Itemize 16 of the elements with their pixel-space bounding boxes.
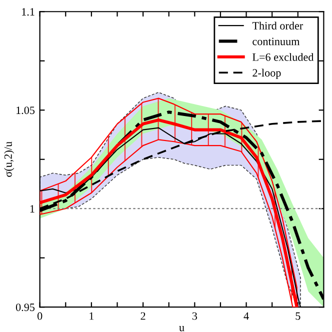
y-tick-label: 1.05 xyxy=(16,106,35,114)
x-tick-label: 5 xyxy=(296,312,300,320)
x-axis-title: u xyxy=(179,326,184,332)
x-tick-label: 3 xyxy=(192,312,198,320)
x-tick-label: 0 xyxy=(37,312,42,320)
y-tick-label: 1.1 xyxy=(22,8,34,16)
y-tick-label: 1 xyxy=(30,205,34,212)
x-tick-label: 1 xyxy=(90,312,94,320)
y-axis-title: σ(u,2)/u xyxy=(4,142,14,177)
x-tick-label: 4 xyxy=(244,312,249,320)
x-tick-label: 2 xyxy=(140,312,146,320)
y-tick-label: 0.95 xyxy=(16,304,35,312)
legend-label: L=6 excluded xyxy=(252,53,314,61)
legend-label: Third order xyxy=(252,22,304,30)
legend-label: 2-loop xyxy=(252,68,281,79)
legend-label: continuum xyxy=(252,38,300,46)
